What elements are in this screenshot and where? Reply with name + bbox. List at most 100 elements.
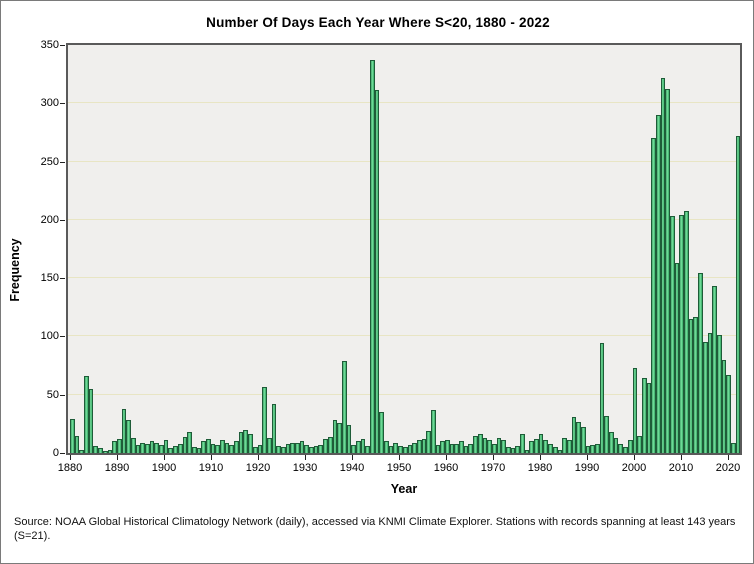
bar-1923 [271, 404, 277, 453]
bar-1976 [520, 434, 525, 453]
bar-1990 [585, 446, 591, 453]
bar-1939 [346, 425, 352, 453]
x-tick-label-1980: 1980 [527, 462, 553, 474]
bar-1945 [374, 90, 380, 453]
bar-1964 [463, 446, 469, 453]
x-tick-mark-1970 [493, 455, 494, 460]
bar-1931 [309, 447, 314, 453]
bar-1905 [187, 432, 192, 453]
x-tick-mark-1980 [540, 455, 541, 460]
y-tick-mark-350 [60, 45, 65, 46]
bar-1891 [121, 408, 127, 453]
bar-1906 [191, 447, 197, 453]
bar-1949 [393, 442, 399, 453]
source-note: Source: NOAA Global Historical Climatolo… [14, 516, 736, 542]
y-tick-mark-0 [60, 453, 65, 454]
bar-1973 [505, 447, 511, 453]
bar-1918 [248, 434, 253, 453]
x-tick-label-1920: 1920 [245, 462, 271, 474]
bar-1966 [473, 435, 478, 453]
bar-1890 [116, 439, 122, 453]
bar-1914 [229, 444, 235, 453]
y-axis-title: Frequency [8, 238, 22, 302]
bar-2014 [698, 273, 703, 453]
bar-1979 [534, 439, 539, 453]
bar-1953 [412, 442, 417, 453]
bar-1943 [365, 446, 370, 453]
bar-1954 [416, 440, 422, 453]
bar-1928 [295, 442, 300, 453]
bar-1999 [627, 440, 633, 453]
x-tick-mark-1930 [305, 455, 306, 460]
bar-1996 [613, 437, 619, 453]
x-tick-mark-2020 [728, 455, 729, 460]
bar-1961 [449, 443, 455, 453]
gridline-300 [68, 102, 740, 104]
bar-1880 [70, 419, 75, 453]
bar-1936 [332, 420, 338, 453]
bar-1938 [341, 360, 347, 453]
bar-2003 [646, 383, 652, 453]
bar-2011 [684, 210, 689, 453]
x-tick-label-1880: 1880 [57, 462, 83, 474]
x-tick-label-2010: 2010 [668, 462, 694, 474]
y-tick-label-300: 300 [40, 97, 59, 109]
bar-2001 [637, 435, 642, 453]
bar-1916 [238, 432, 244, 453]
bar-1892 [126, 420, 131, 453]
bar-2022 [735, 135, 741, 453]
bar-1942 [360, 439, 366, 453]
x-tick-label-1890: 1890 [104, 462, 130, 474]
bar-1958 [435, 444, 441, 453]
y-tick-mark-50 [60, 395, 65, 396]
bar-1917 [243, 429, 249, 453]
x-tick-label-1910: 1910 [198, 462, 224, 474]
x-tick-mark-1910 [211, 455, 212, 460]
bar-1948 [388, 446, 394, 453]
bar-1991 [590, 444, 595, 453]
bar-1888 [107, 449, 113, 453]
x-tick-mark-1890 [117, 455, 118, 460]
bar-1897 [149, 441, 155, 453]
x-tick-mark-2000 [634, 455, 635, 460]
y-tick-label-250: 250 [40, 156, 59, 168]
bar-2008 [670, 216, 675, 453]
x-tick-mark-1900 [164, 455, 165, 460]
bar-1993 [599, 343, 605, 453]
bar-1895 [140, 442, 145, 453]
x-tick-label-1960: 1960 [433, 462, 459, 474]
bar-2020 [726, 374, 731, 453]
bar-1935 [327, 436, 333, 453]
bar-1977 [524, 449, 530, 453]
bar-1925 [280, 447, 286, 453]
y-tick-label-350: 350 [40, 39, 59, 51]
bar-1946 [379, 412, 385, 453]
bar-2013 [693, 316, 699, 453]
x-tick-label-2020: 2020 [715, 462, 741, 474]
bar-2004 [651, 138, 656, 453]
x-tick-label-2000: 2000 [621, 462, 647, 474]
bar-2015 [702, 342, 708, 453]
y-tick-label-100: 100 [40, 330, 59, 342]
bar-1956 [426, 430, 431, 453]
x-tick-label-1950: 1950 [386, 462, 412, 474]
x-tick-label-1900: 1900 [151, 462, 177, 474]
y-tick-label-0: 0 [52, 447, 59, 459]
bar-1959 [440, 441, 445, 453]
bar-1881 [74, 435, 80, 453]
y-tick-mark-200 [60, 220, 65, 221]
bar-1889 [112, 441, 117, 453]
bar-1987 [571, 416, 577, 453]
bar-1992 [595, 443, 600, 453]
bar-1930 [304, 444, 310, 453]
bar-1900 [163, 440, 169, 453]
bar-1896 [145, 443, 150, 453]
bar-1978 [529, 441, 535, 453]
bar-1904 [182, 436, 188, 453]
bar-1882 [79, 449, 85, 453]
bar-1902 [173, 446, 178, 453]
bar-1915 [234, 441, 239, 453]
bar-1901 [168, 448, 174, 453]
bar-1962 [454, 443, 460, 453]
